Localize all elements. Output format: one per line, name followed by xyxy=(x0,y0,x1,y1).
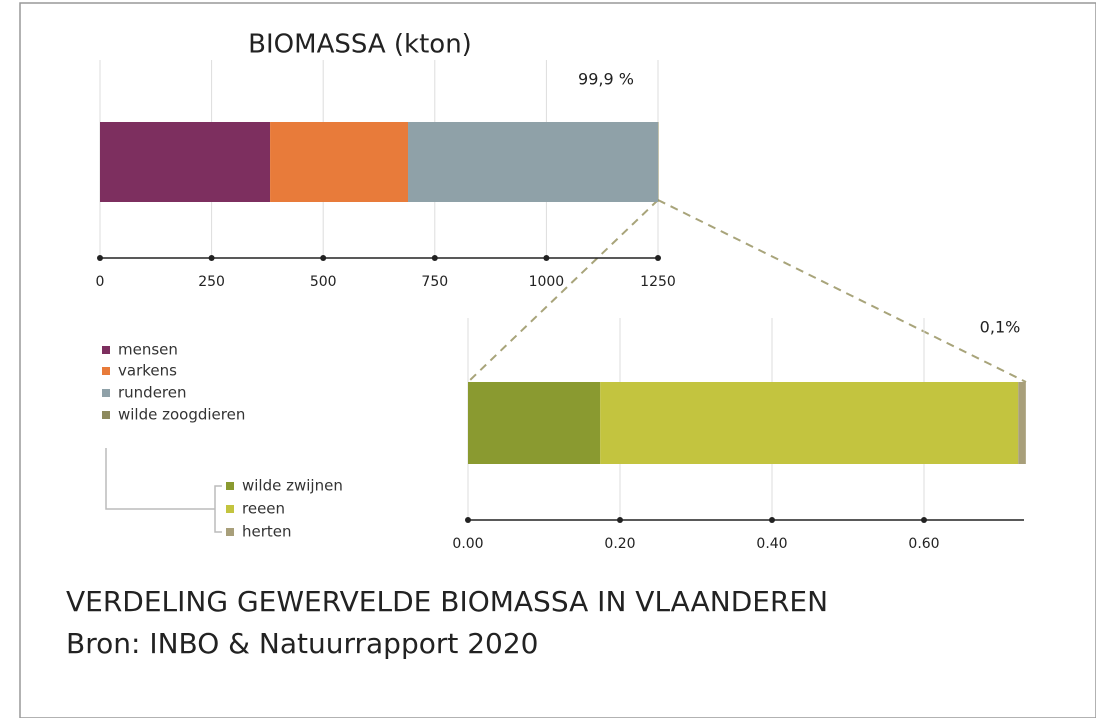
caption: VERDELING GEWERVELDE BIOMASSA IN VLAANDE… xyxy=(66,585,828,618)
bar-segment xyxy=(1018,382,1026,464)
x-tick-label: 0.20 xyxy=(604,536,635,552)
share-annotation: 0,1% xyxy=(980,318,1021,337)
legend-swatch xyxy=(226,482,234,490)
legend-swatch xyxy=(102,411,110,419)
bar-segment xyxy=(658,122,659,202)
zoom-line xyxy=(467,199,659,383)
chart-title: BIOMASSA (kton) xyxy=(248,30,472,60)
legend-bracket xyxy=(105,448,222,533)
source: Bron: INBO & Natuurrapport 2020 xyxy=(66,627,539,660)
legend-swatch xyxy=(102,389,110,397)
legend-label: runderen xyxy=(118,384,187,402)
share-annotation: 99,9 % xyxy=(578,70,634,89)
legend-swatch xyxy=(102,346,110,354)
bar-segment xyxy=(468,382,601,464)
x-tick-label: 500 xyxy=(310,274,337,290)
bar-segment xyxy=(408,122,658,202)
legend-label: varkens xyxy=(118,362,177,380)
legend-label: mensen xyxy=(118,341,178,359)
x-tick-label: 0.40 xyxy=(756,536,787,552)
x-tick-label: 0.00 xyxy=(452,536,483,552)
x-tick-label: 1250 xyxy=(640,274,676,290)
zoom-line xyxy=(657,199,1027,383)
legend-label: reeen xyxy=(242,500,285,518)
x-tick-label: 1000 xyxy=(529,274,565,290)
legend-swatch xyxy=(226,528,234,536)
legend-label: wilde zwijnen xyxy=(242,477,343,495)
bar-segment xyxy=(100,122,271,202)
legend-swatch xyxy=(226,505,234,513)
legend-label: herten xyxy=(242,523,292,541)
bar-segment xyxy=(600,382,1019,464)
x-tick-label: 750 xyxy=(421,274,448,290)
legend-label: wilde zoogdieren xyxy=(118,406,245,424)
x-tick-label: 0 xyxy=(96,274,105,290)
x-tick-label: 0.60 xyxy=(908,536,939,552)
legend-swatch xyxy=(102,367,110,375)
frame xyxy=(19,2,1096,718)
bar-segment xyxy=(270,122,409,202)
x-tick-label: 250 xyxy=(198,274,225,290)
